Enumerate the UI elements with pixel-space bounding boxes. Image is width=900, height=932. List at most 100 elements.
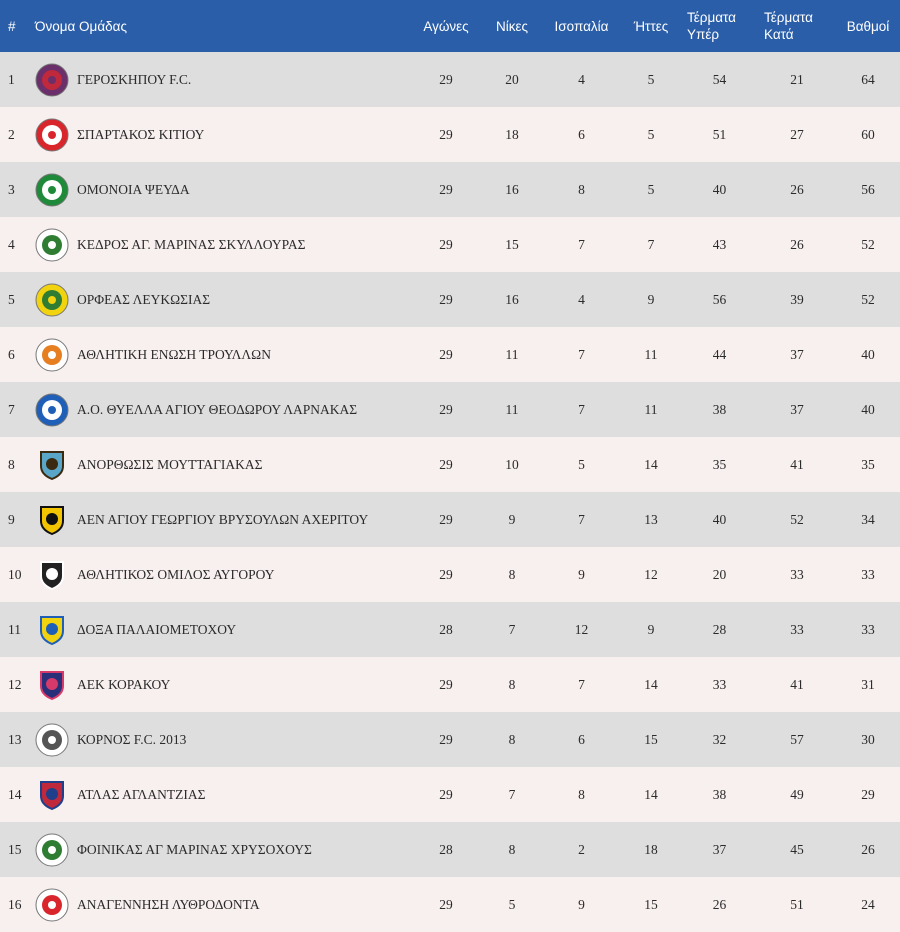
team-cell: ΑΘΛΗΤΙΚΗ ΕΝΩΣΗ ΤΡΟΥΛΛΩΝ: [33, 327, 410, 382]
table-row[interactable]: 9 ΑΕΝ ΑΓΙΟΥ ΓΕΩΡΓΙΟΥ ΒΡΥΣΟΥΛΩΝ ΑΧΕΡΙΤΟΥ 29…: [0, 492, 900, 547]
header-row: # Όνομα Ομάδας Αγώνες Νίκες Ισοπαλία Ήττ…: [0, 0, 900, 52]
table-row[interactable]: 14 ΑΤΛΑΣ ΑΓΛΑΝΤΖΙΑΣ 29 7 8 14 38 49 29: [0, 767, 900, 822]
draws-cell: 7: [578, 236, 585, 252]
rank-cell: 2: [8, 126, 15, 142]
header-losses: Ήττες: [633, 18, 669, 34]
table-row[interactable]: 7 Α.Ο. ΘΥΕΛΛΑ ΑΓΙΟΥ ΘΕΟΔΩΡΟΥ ΛΑΡΝΑΚΑΣ 29 11…: [0, 382, 900, 437]
team-name[interactable]: ΑΝΟΡΘΩΣΙΣ ΜΟΥΤΤΑΓΙΑΚΑΣ: [77, 456, 263, 472]
points-cell: 56: [861, 181, 875, 197]
team-info[interactable]: ΑΘΛΗΤΙΚΟΣ ΟΜΙΛΟΣ ΑΥΓΟΡΟΥ: [33, 558, 410, 592]
kornos-crest-icon: [35, 723, 69, 757]
losses-cell: 11: [644, 346, 658, 362]
goals-for-cell: 20: [712, 566, 727, 582]
team-name[interactable]: ΟΡΦΕΑΣ ΛΕΥΚΩΣΙΑΣ: [77, 291, 211, 307]
team-info[interactable]: ΣΠΑΡΤΑΚΟΣ ΚΙΤΙΟΥ: [33, 118, 410, 152]
header-draws: Ισοπαλία: [554, 18, 609, 34]
points-cell: 30: [861, 731, 875, 747]
team-cell: ΑΝΑΓΕΝΝΗΣΗ ΛΥΘΡΟΔΟΝΤΑ: [33, 877, 410, 932]
wins-cell: 8: [508, 841, 516, 857]
geroskipou-crest-icon: [35, 63, 69, 97]
played-cell: 29: [439, 291, 453, 307]
team-info[interactable]: ΔΟΞΑ ΠΑΛΑΙΟΜΕΤΟΧΟΥ: [33, 613, 410, 647]
goals-against-cell: 33: [790, 621, 804, 637]
losses-cell: 9: [647, 621, 655, 637]
team-name[interactable]: ΑΤΛΑΣ ΑΓΛΑΝΤΖΙΑΣ: [77, 786, 206, 802]
wins-cell: 8: [508, 731, 516, 747]
table-row[interactable]: 5 ΟΡΦΕΑΣ ΛΕΥΚΩΣΙΑΣ 29 16 4 9 56 39 52: [0, 272, 900, 327]
rank-cell: 1: [8, 71, 15, 87]
draws-cell: 2: [578, 841, 585, 857]
team-info[interactable]: ΟΡΦΕΑΣ ΛΕΥΚΩΣΙΑΣ: [33, 283, 410, 317]
header-goals-against-line1: Τέρματα: [764, 10, 813, 25]
rank-cell: 3: [8, 181, 15, 197]
table-row[interactable]: 8 ΑΝΟΡΘΩΣΙΣ ΜΟΥΤΤΑΓΙΑΚΑΣ 29 10 5 14 35 41 35: [0, 437, 900, 492]
team-info[interactable]: ΚΟΡΝΟΣ F.C. 2013: [33, 723, 410, 757]
table-row[interactable]: 3 ΟΜΟΝΟΙΑ ΨΕΥΔΑ 29 16 8 5 40 26 56: [0, 162, 900, 217]
team-info[interactable]: ΦΟΙΝΙΚΑΣ ΑΓ ΜΑΡΙΝΑΣ ΧΡΥΣΟΧΟΥΣ: [33, 833, 410, 867]
team-name[interactable]: ΦΟΙΝΙΚΑΣ ΑΓ ΜΑΡΙΝΑΣ ΧΡΥΣΟΧΟΥΣ: [77, 841, 312, 857]
played-cell: 29: [439, 456, 453, 472]
table-row[interactable]: 6 ΑΘΛΗΤΙΚΗ ΕΝΩΣΗ ΤΡΟΥΛΛΩΝ 29 11 7 11 44 37 40: [0, 327, 900, 382]
played-cell: 29: [439, 126, 453, 142]
team-info[interactable]: ΚΕΔΡΟΣ ΑΓ. ΜΑΡΙΝΑΣ ΣΚΥΛΛΟΥΡΑΣ: [33, 228, 410, 262]
table-row[interactable]: 12 ΑΕΚ ΚΟΡΑΚΟΥ 29 8 7 14 33 41 31: [0, 657, 900, 712]
team-name[interactable]: ΚΟΡΝΟΣ F.C. 2013: [77, 731, 187, 747]
goals-against-cell: 26: [790, 181, 804, 197]
rank-cell: 11: [8, 621, 21, 637]
team-info[interactable]: ΟΜΟΝΟΙΑ ΨΕΥΔΑ: [33, 173, 410, 207]
team-cell: ΑΕΚ ΚΟΡΑΚΟΥ: [33, 657, 410, 712]
team-info[interactable]: ΑΕΚ ΚΟΡΑΚΟΥ: [33, 668, 410, 702]
points-cell: 29: [861, 786, 875, 802]
team-name[interactable]: ΑΘΛΗΤΙΚΗ ΕΝΩΣΗ ΤΡΟΥΛΛΩΝ: [77, 346, 271, 362]
team-info[interactable]: ΑΝΟΡΘΩΣΙΣ ΜΟΥΤΤΑΓΙΑΚΑΣ: [33, 448, 410, 482]
team-cell: ΓΕΡΟΣΚΗΠΟΥ F.C.: [33, 52, 410, 107]
losses-cell: 12: [644, 566, 658, 582]
goals-for-cell: 38: [712, 401, 727, 417]
team-name[interactable]: Α.Ο. ΘΥΕΛΛΑ ΑΓΙΟΥ ΘΕΟΔΩΡΟΥ ΛΑΡΝΑΚΑΣ: [77, 401, 358, 417]
goals-for-cell: 33: [712, 676, 727, 692]
team-name[interactable]: ΑΕΝ ΑΓΙΟΥ ΓΕΩΡΓΙΟΥ ΒΡΥΣΟΥΛΩΝ ΑΧΕΡΙΤΟΥ: [77, 511, 369, 527]
header-goals-for: Τέρματα Υπέρ: [681, 0, 758, 52]
draws-cell: 7: [578, 511, 585, 527]
wins-cell: 8: [508, 676, 516, 692]
goals-for-cell: 38: [712, 786, 727, 802]
goals-against-cell: 37: [790, 346, 804, 362]
team-info[interactable]: ΑΘΛΗΤΙΚΗ ΕΝΩΣΗ ΤΡΟΥΛΛΩΝ: [33, 338, 410, 372]
wins-cell: 20: [505, 71, 519, 87]
rank-cell: 4: [8, 236, 15, 252]
losses-cell: 5: [647, 71, 655, 87]
points-cell: 35: [861, 456, 875, 472]
team-info[interactable]: ΑΝΑΓΕΝΝΗΣΗ ΛΥΘΡΟΔΟΝΤΑ: [33, 888, 410, 922]
wins-cell: 16: [505, 181, 519, 197]
points-cell: 31: [861, 676, 875, 692]
draws-cell: 4: [578, 291, 585, 307]
losses-cell: 14: [644, 676, 658, 692]
team-name[interactable]: ΑΝΑΓΕΝΝΗΣΗ ΛΥΘΡΟΔΟΝΤΑ: [77, 896, 260, 912]
team-name[interactable]: ΔΟΞΑ ΠΑΛΑΙΟΜΕΤΟΧΟΥ: [77, 621, 237, 637]
losses-cell: 9: [647, 291, 655, 307]
table-row[interactable]: 15 ΦΟΙΝΙΚΑΣ ΑΓ ΜΑΡΙΝΑΣ ΧΡΥΣΟΧΟΥΣ 28 8 2 18 37 4…: [0, 822, 900, 877]
team-name[interactable]: ΚΕΔΡΟΣ ΑΓ. ΜΑΡΙΝΑΣ ΣΚΥΛΛΟΥΡΑΣ: [77, 236, 306, 252]
team-info[interactable]: ΑΕΝ ΑΓΙΟΥ ΓΕΩΡΓΙΟΥ ΒΡΥΣΟΥΛΩΝ ΑΧΕΡΙΤΟΥ: [33, 503, 410, 537]
table-row[interactable]: 2 ΣΠΑΡΤΑΚΟΣ ΚΙΤΙΟΥ 29 18 6 5 51 27 60: [0, 107, 900, 162]
team-name[interactable]: ΑΕΚ ΚΟΡΑΚΟΥ: [77, 676, 171, 692]
team-name[interactable]: ΟΜΟΝΟΙΑ ΨΕΥΔΑ: [77, 181, 190, 197]
team-info[interactable]: ΓΕΡΟΣΚΗΠΟΥ F.C.: [33, 63, 410, 97]
team-info[interactable]: ΑΤΛΑΣ ΑΓΛΑΝΤΖΙΑΣ: [33, 778, 410, 812]
table-row[interactable]: 16 ΑΝΑΓΕΝΝΗΣΗ ΛΥΘΡΟΔΟΝΤΑ 29 5 9 15 26 51 24: [0, 877, 900, 932]
rank-cell: 13: [8, 731, 22, 747]
table-row[interactable]: 11 ΔΟΞΑ ΠΑΛΑΙΟΜΕΤΟΧΟΥ 28 7 12 9 28 33 33: [0, 602, 900, 657]
team-name[interactable]: ΑΘΛΗΤΙΚΟΣ ΟΜΙΛΟΣ ΑΥΓΟΡΟΥ: [77, 566, 275, 582]
table-row[interactable]: 4 ΚΕΔΡΟΣ ΑΓ. ΜΑΡΙΝΑΣ ΣΚΥΛΛΟΥΡΑΣ 29 15 7 7 43 26…: [0, 217, 900, 272]
table-row[interactable]: 1 ΓΕΡΟΣΚΗΠΟΥ F.C. 29 20 4 5 54 21 64: [0, 52, 900, 107]
goals-against-cell: 33: [790, 566, 804, 582]
team-name[interactable]: ΣΠΑΡΤΑΚΟΣ ΚΙΤΙΟΥ: [77, 126, 205, 142]
rank-cell: 14: [8, 786, 22, 802]
table-row[interactable]: 10 ΑΘΛΗΤΙΚΟΣ ΟΜΙΛΟΣ ΑΥΓΟΡΟΥ 29 8 9 12 20 33 33: [0, 547, 900, 602]
team-info[interactable]: Α.Ο. ΘΥΕΛΛΑ ΑΓΙΟΥ ΘΕΟΔΩΡΟΥ ΛΑΡΝΑΚΑΣ: [33, 393, 410, 427]
team-name[interactable]: ΓΕΡΟΣΚΗΠΟΥ F.C.: [77, 71, 192, 87]
table-row[interactable]: 13 ΚΟΡΝΟΣ F.C. 2013 29 8 6 15 32 57 30: [0, 712, 900, 767]
wins-cell: 8: [508, 566, 516, 582]
atlas-crest-icon: [35, 778, 69, 812]
played-cell: 29: [439, 511, 453, 527]
